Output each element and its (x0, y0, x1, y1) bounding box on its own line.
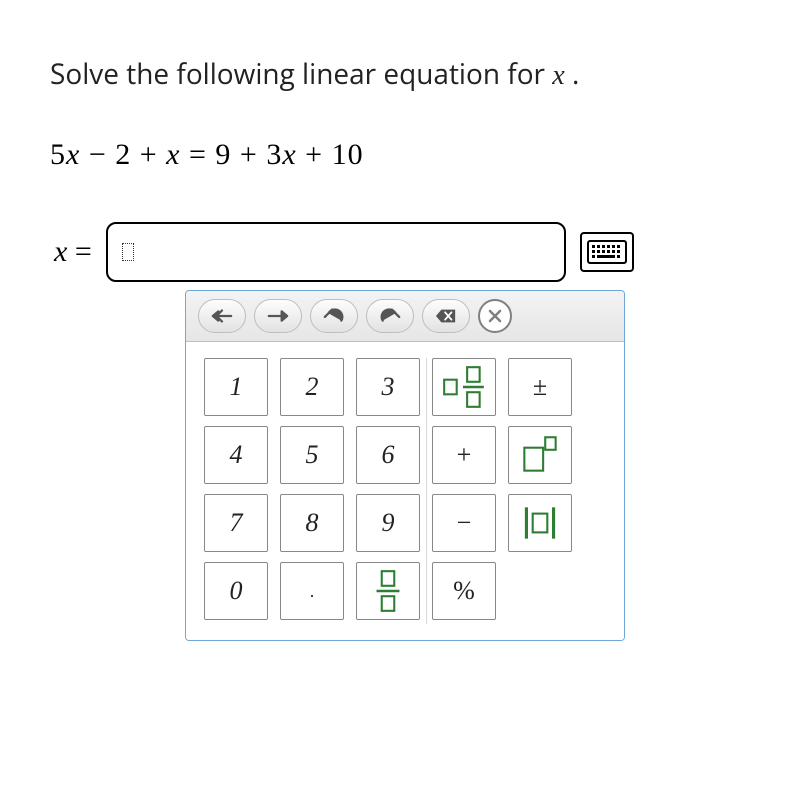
prompt-variable: x (552, 60, 564, 91)
key-minus[interactable]: − (432, 494, 496, 552)
cursor-left-button[interactable] (198, 299, 246, 333)
keypad-grid-wrap: 1 2 3 ± 4 5 6 + 7 (186, 342, 624, 640)
key-plusminus[interactable]: ± (508, 358, 572, 416)
undo-button[interactable] (310, 299, 358, 333)
exponent-icon (513, 431, 567, 479)
arrow-left-icon (211, 307, 233, 325)
answer-label: x = (54, 235, 92, 269)
key-7[interactable]: 7 (204, 494, 268, 552)
undo-icon (323, 307, 345, 325)
keypad-divider (426, 358, 427, 624)
answer-placeholder-box (122, 243, 134, 261)
keypad-panel: 1 2 3 ± 4 5 6 + 7 (185, 290, 625, 641)
redo-icon (379, 307, 401, 325)
key-abs[interactable] (508, 494, 572, 552)
key-5[interactable]: 5 (280, 426, 344, 484)
redo-button[interactable] (366, 299, 414, 333)
abs-icon (513, 499, 567, 547)
equation-display: 5x − 2 + x = 9 + 3x + 10 (50, 138, 750, 172)
key-plus[interactable]: + (432, 426, 496, 484)
question-prompt: Solve the following linear equation for … (50, 55, 750, 93)
key-4[interactable]: 4 (204, 426, 268, 484)
key-9[interactable]: 9 (356, 494, 420, 552)
answer-input[interactable] (106, 222, 566, 282)
clear-button[interactable] (478, 299, 512, 333)
backspace-icon (435, 307, 457, 325)
answer-variable: x (54, 235, 67, 268)
backspace-button[interactable] (422, 299, 470, 333)
answer-equals: = (67, 235, 91, 268)
key-1[interactable]: 1 (204, 358, 268, 416)
cursor-right-button[interactable] (254, 299, 302, 333)
keypad-grid: 1 2 3 ± 4 5 6 + 7 (204, 358, 606, 620)
keyboard-icon (587, 240, 627, 264)
key-0[interactable]: 0 (204, 562, 268, 620)
keyboard-toggle-button[interactable] (580, 232, 634, 272)
answer-row: x = (54, 222, 750, 282)
key-3[interactable]: 3 (356, 358, 420, 416)
keypad-toolbar (186, 291, 624, 342)
arrow-right-icon (267, 307, 289, 325)
key-6[interactable]: 6 (356, 426, 420, 484)
key-2[interactable]: 2 (280, 358, 344, 416)
clear-x-icon (487, 308, 503, 324)
key-8[interactable]: 8 (280, 494, 344, 552)
fraction-icon (361, 567, 415, 615)
mixed-fraction-icon (437, 363, 491, 411)
key-fraction[interactable] (356, 562, 420, 620)
prompt-prefix: Solve the following linear equation for (50, 55, 552, 93)
key-percent[interactable]: % (432, 562, 496, 620)
key-exponent[interactable] (508, 426, 572, 484)
prompt-suffix: . (565, 55, 580, 93)
key-mixed-fraction[interactable] (432, 358, 496, 416)
key-decimal[interactable]: . (280, 562, 344, 620)
